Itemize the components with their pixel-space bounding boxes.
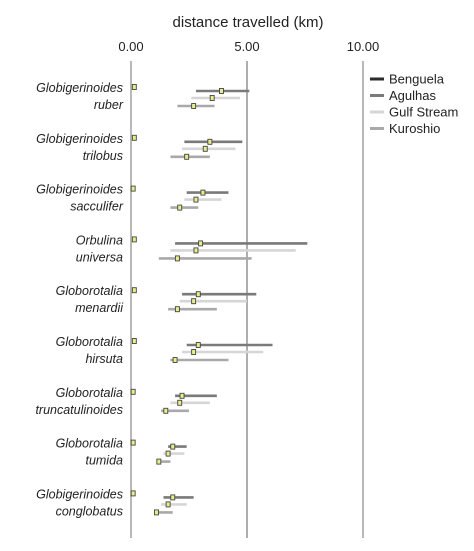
species-label-epithet: sacculifer <box>70 200 124 214</box>
x-tick-label: 5.00 <box>234 39 259 54</box>
point-marker-agulhas <box>195 342 201 348</box>
benguela-point <box>131 338 137 344</box>
point-marker-agulhas <box>179 392 185 399</box>
species-label-genus: Globorotalia <box>56 335 123 349</box>
species-label-genus: Globigerinoides <box>36 81 123 95</box>
benguela-point <box>131 134 137 141</box>
point-marker-kuroshio <box>174 306 180 313</box>
point-marker-kuroshio <box>163 407 169 414</box>
point-marker-gulf-stream <box>193 247 199 254</box>
species-label-epithet: trilobus <box>83 149 123 163</box>
point-marker-kuroshio <box>172 357 178 363</box>
species-label-epithet: hirsuta <box>85 352 123 366</box>
species-label-epithet: truncatulinoides <box>35 403 123 417</box>
range-marks <box>130 84 308 516</box>
legend-label: Benguela <box>389 72 445 87</box>
point-marker-agulhas <box>170 443 176 450</box>
species-label-genus: Globigerinoides <box>36 132 123 146</box>
point-marker-agulhas <box>200 189 206 196</box>
point-marker-gulf-stream <box>165 450 171 457</box>
x-axis-ticks: 0.00 5.00 10.00 <box>118 39 379 54</box>
point-marker-kuroshio <box>191 103 197 109</box>
species-label-genus: Globorotalia <box>56 386 123 400</box>
species-label-genus: Orbulina <box>76 233 123 247</box>
species-label-genus: Globigerinoides <box>36 183 123 197</box>
point-marker-kuroshio <box>156 458 162 465</box>
x-tick-label: 10.00 <box>347 39 380 54</box>
benguela-point <box>130 388 136 395</box>
legend-label: Gulf Stream <box>389 105 458 120</box>
species-label-genus: Globigerinoides <box>36 487 123 501</box>
species-label-epithet: conglobatus <box>56 504 123 518</box>
benguela-point <box>131 84 137 90</box>
point-marker-kuroshio <box>177 204 183 211</box>
point-marker-gulf-stream <box>193 196 199 203</box>
species-label-epithet: tumida <box>85 454 123 468</box>
species-label-epithet: ruber <box>94 98 124 112</box>
point-marker-gulf-stream <box>165 501 171 508</box>
species-labels: Globigerinoides ruber Globigerinoides trilo… <box>35 81 124 518</box>
benguela-point <box>130 185 136 192</box>
point-marker-gulf-stream <box>202 145 208 152</box>
benguela-point <box>130 439 136 446</box>
point-marker-kuroshio <box>174 255 180 262</box>
species-label-epithet: menardii <box>75 301 124 315</box>
point-marker-agulhas <box>195 291 201 298</box>
species-label-epithet: universa <box>76 250 123 264</box>
species-label-genus: Globorotalia <box>56 284 123 298</box>
point-marker-gulf-stream <box>191 298 197 305</box>
point-marker-agulhas <box>170 494 176 501</box>
point-marker-kuroshio <box>154 509 159 516</box>
point-marker-gulf-stream <box>177 399 183 406</box>
point-marker-agulhas <box>219 88 224 94</box>
point-marker-agulhas <box>207 138 213 145</box>
legend-label: Agulhas <box>389 88 436 103</box>
benguela-point <box>131 287 137 294</box>
point-marker-gulf-stream <box>191 349 197 355</box>
x-axis-title: distance travelled (km) <box>173 14 324 31</box>
point-marker-kuroshio <box>184 153 190 160</box>
benguela-point <box>131 236 137 243</box>
legend-label: Kuroshio <box>389 121 440 136</box>
x-tick-label: 0.00 <box>118 39 143 54</box>
species-label-genus: Globorotalia <box>56 437 123 451</box>
benguela-point <box>130 490 136 497</box>
point-marker-gulf-stream <box>209 95 215 101</box>
point-marker-agulhas <box>198 240 204 247</box>
